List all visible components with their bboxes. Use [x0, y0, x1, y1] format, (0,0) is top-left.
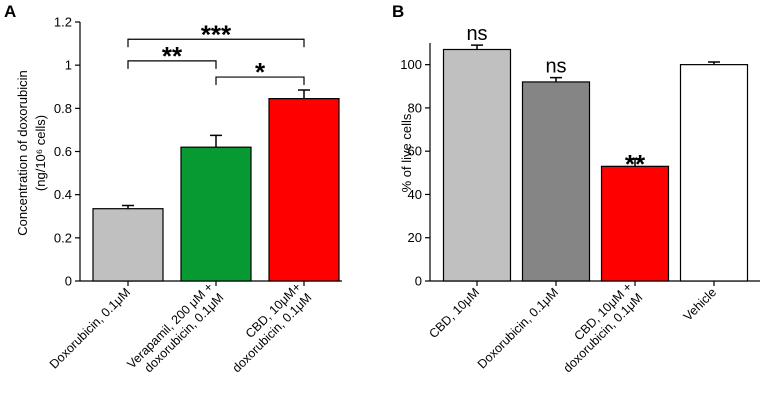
panel-a-ytick-label: 0.8 — [54, 101, 72, 116]
panel-b-bar-annotation-0: ns — [466, 23, 487, 45]
panel-a-significance-label-2: *** — [201, 19, 232, 49]
panel-b-errorbar-1 — [550, 76, 562, 82]
panel-a-plot: 0 0.2 0.4 0.6 0.8 1 1.2 Doxorubicin, 0.1μMVerap… — [47, 15, 342, 375]
panel-a-ytick-label: 0 — [65, 274, 72, 289]
panel-a-ytick-label: 0.6 — [54, 144, 72, 159]
panel-a-errorbar-2 — [298, 89, 310, 99]
panel-b-ytick-label: 0 — [415, 274, 422, 289]
panel-a-significance-label-1: * — [255, 57, 266, 87]
panel-a-ylabel-line2: (ng/10⁶ cells) — [33, 115, 48, 191]
panel-a-bar-2 — [268, 98, 340, 282]
panel-a-category-label: Verapamil, 200 μM + — [124, 280, 215, 371]
panel-b-ytick-label: 80 — [408, 100, 422, 115]
panel-a-significance-bracket-2 — [127, 38, 305, 48]
panel-b-bar-annotation-1: ns — [545, 56, 566, 78]
panel-b-category-label: Doxorubicin, 0.1μM — [475, 285, 561, 371]
panel-a-ytick-label: 1 — [65, 58, 72, 73]
panel-b-category-label: CBD, 10μM — [426, 285, 482, 341]
panel-b-plot: 0 20 40 60 80 100 CBD, 10μM ns Doxorubicin, 0.1μ… — [400, 23, 760, 375]
panel-a-ytick-label: 1.2 — [54, 15, 72, 30]
panel-a-significance-label-0: ** — [162, 41, 183, 71]
panel-a-label: A — [4, 2, 16, 21]
panel-a-significance-bracket-0 — [127, 60, 217, 69]
panel-b-category-label: Vehicle — [681, 285, 719, 323]
panel-a-ylabel-line1: Concentration of doxorubicin — [15, 70, 30, 236]
panel-b-ylabel: % of live cells — [399, 113, 414, 192]
panel-b-ytick-label: 100 — [400, 57, 422, 72]
panel-a-ytick-label: 0.4 — [54, 187, 72, 202]
panel-b-bar-3 — [679, 64, 749, 282]
panel-b-bar-1 — [521, 81, 591, 282]
panel-b-errorbar-3 — [708, 61, 720, 65]
panel-b-label: B — [392, 2, 404, 21]
panel-a-errorbar-1 — [210, 134, 222, 148]
panel-a-bar-0 — [92, 208, 164, 282]
panel-b-ytick-label: 60 — [408, 144, 422, 159]
panel-b-errorbar-0 — [471, 44, 483, 50]
panel-b-ytick-label: 40 — [408, 187, 422, 202]
panel-a-significance-bracket-1 — [215, 76, 305, 86]
panel-b-bar-2 — [600, 165, 670, 282]
panel-a-ytick-label: 0.2 — [54, 230, 72, 245]
panel-b-bar-annotation-2: ** — [625, 149, 646, 179]
panel-a-bar-1 — [180, 146, 252, 282]
panel-a-category-label: Doxorubicin, 0.1μM — [47, 285, 133, 371]
panel-b-errorbar-2 — [629, 158, 641, 167]
panel-a-errorbar-0 — [122, 204, 134, 209]
panel-b-ytick-label: 20 — [408, 230, 422, 245]
panel-b-bar-0 — [442, 48, 512, 282]
